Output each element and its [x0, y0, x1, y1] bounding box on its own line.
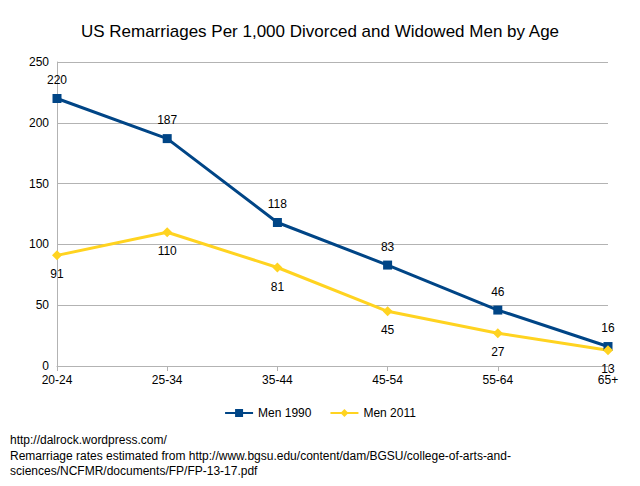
svg-text:220: 220 [47, 73, 67, 87]
svg-text:65+: 65+ [597, 373, 619, 387]
svg-text:0: 0 [42, 359, 49, 373]
svg-text:45: 45 [381, 323, 395, 337]
svg-text:200: 200 [29, 116, 49, 130]
svg-text:81: 81 [271, 280, 285, 294]
svg-text:Men 2011: Men 2011 [363, 406, 416, 420]
svg-text:Remarriage rates estimated fro: Remarriage rates estimated from http://w… [10, 449, 511, 463]
svg-text:91: 91 [50, 267, 64, 281]
svg-text:27: 27 [491, 345, 505, 359]
svg-text:25-34: 25-34 [152, 373, 183, 387]
svg-text:http://dalrock.wordpress.com/: http://dalrock.wordpress.com/ [10, 433, 167, 447]
svg-text:16: 16 [601, 321, 615, 335]
svg-text:118: 118 [268, 197, 287, 211]
svg-text:35-44: 35-44 [262, 373, 293, 387]
svg-text:110: 110 [158, 244, 177, 258]
svg-text:187: 187 [157, 113, 177, 127]
svg-text:Men 1990: Men 1990 [258, 406, 312, 420]
svg-text:55-64: 55-64 [482, 373, 513, 387]
svg-text:250: 250 [29, 55, 49, 69]
svg-text:45-54: 45-54 [372, 373, 403, 387]
svg-text:13: 13 [601, 362, 615, 376]
svg-text:US Remarriages Per 1,000 Divor: US Remarriages Per 1,000 Divorced and Wi… [81, 22, 559, 41]
svg-text:20-24: 20-24 [42, 373, 73, 387]
svg-text:sciences/NCFMR/documents/FP/FP: sciences/NCFMR/documents/FP/FP-13-17.pdf [10, 464, 258, 478]
svg-text:100: 100 [29, 237, 49, 251]
svg-text:150: 150 [29, 177, 49, 191]
svg-text:46: 46 [491, 285, 505, 299]
svg-text:50: 50 [36, 298, 50, 312]
svg-text:83: 83 [381, 240, 395, 254]
